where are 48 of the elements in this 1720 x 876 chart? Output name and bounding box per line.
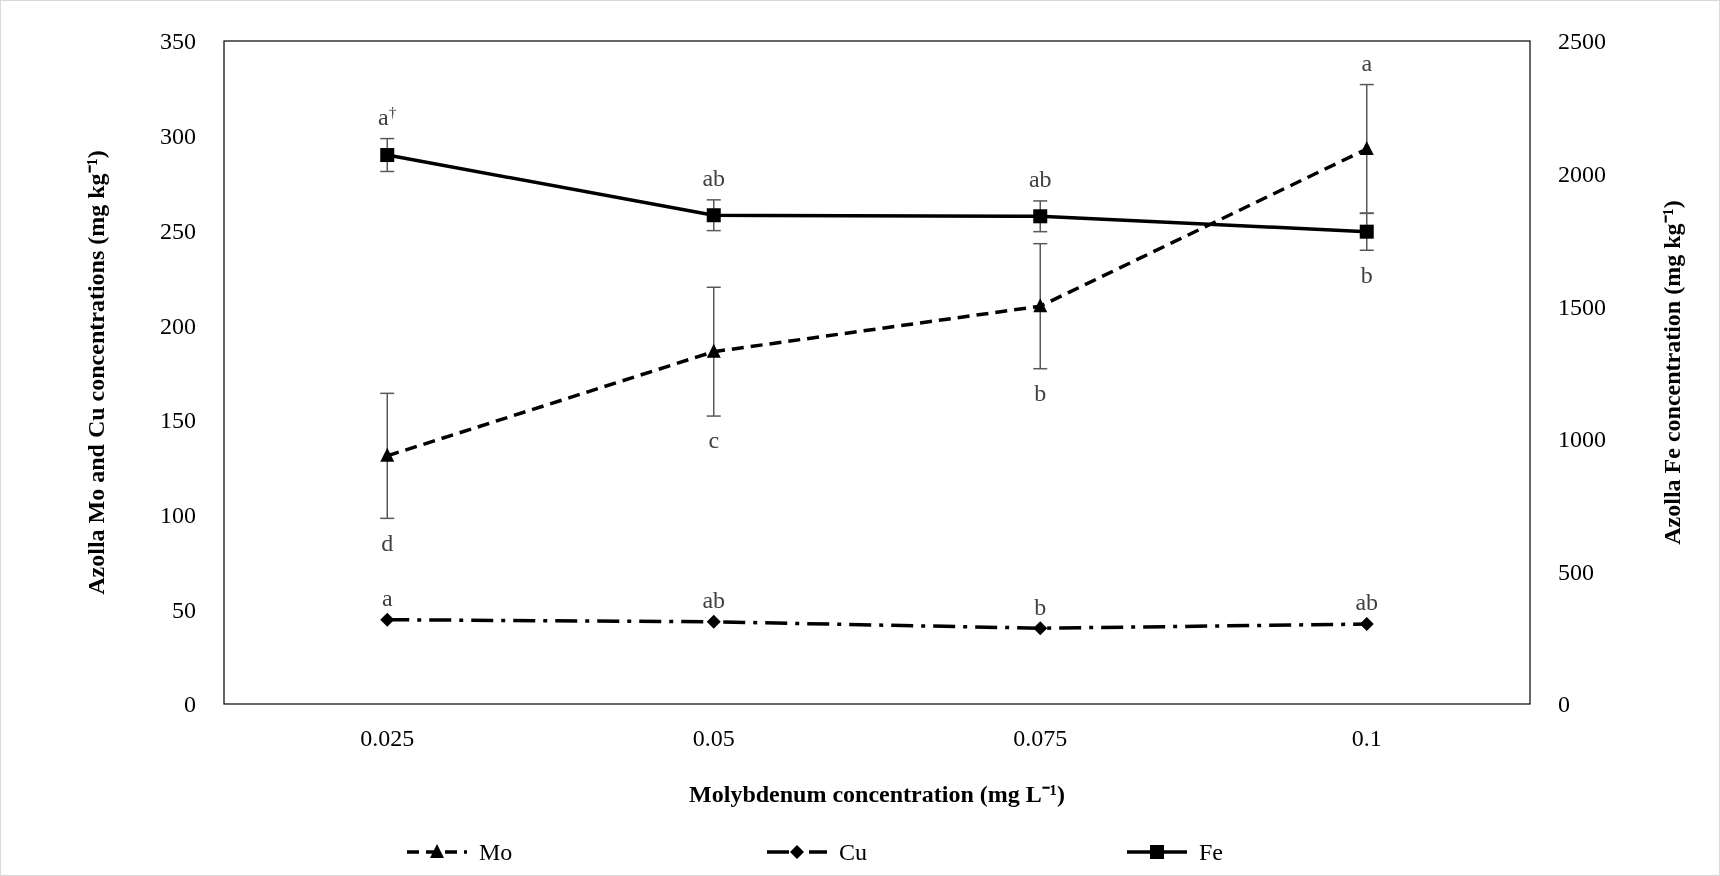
- y2-axis-title: Azolla Fe concentration (mg kg⁻¹): [1659, 200, 1685, 545]
- y-tick-label: 50: [172, 596, 196, 623]
- x-tick-label: 0.025: [360, 725, 415, 751]
- point: [1359, 140, 1374, 155]
- y-tick-label: 300: [160, 123, 196, 150]
- x-tick-label: 0.05: [692, 725, 735, 751]
- point: [1033, 209, 1048, 224]
- point: [380, 148, 395, 163]
- y-tick-label: 250: [160, 217, 196, 244]
- point: [1359, 617, 1374, 632]
- y-tick-label: 0: [184, 691, 196, 718]
- y2-tick-label: 0: [1558, 691, 1570, 718]
- data-label: ab: [1028, 166, 1052, 193]
- point: [1033, 298, 1048, 313]
- data-label: ab: [702, 587, 726, 614]
- data-label: ab: [702, 165, 726, 192]
- data-label: a$^{†}$: [378, 102, 397, 130]
- data-label: c: [708, 427, 720, 454]
- y-tick-label: 150: [160, 407, 196, 434]
- data-label: ab: [1355, 589, 1379, 616]
- data-label: b: [1034, 593, 1047, 620]
- point: [706, 208, 721, 223]
- y-axis-title: Azolla Mo and Cu concentrations (mg kg⁻¹): [83, 150, 109, 595]
- legend-label: Fe: [1199, 839, 1223, 866]
- point: [380, 447, 395, 462]
- y-tick-label: 200: [160, 312, 196, 339]
- point: [380, 612, 395, 627]
- y2-tick-label: 1000: [1558, 426, 1606, 453]
- data-label: b: [1034, 380, 1047, 407]
- point: [706, 343, 721, 358]
- y-tick-label: 100: [160, 501, 196, 528]
- point: [706, 614, 721, 629]
- data-label: d: [381, 529, 394, 556]
- legend-label: Mo: [479, 839, 513, 866]
- data-label: a: [1361, 49, 1373, 76]
- x-axis-title: Molybdenum concentration (mg L⁻¹): [689, 781, 1065, 807]
- y2-tick-label: 2500: [1558, 28, 1606, 55]
- x-tick-label: 0.075: [1013, 725, 1068, 751]
- y-tick-label: 350: [160, 28, 196, 55]
- y2-tick-label: 500: [1558, 558, 1594, 585]
- y2-tick-label: 1500: [1558, 293, 1606, 320]
- y2-tick-label: 2000: [1558, 161, 1606, 187]
- point: [1033, 621, 1048, 636]
- x-tick-label: 0.1: [1351, 725, 1382, 751]
- data-label: b: [1360, 261, 1373, 288]
- legend-label: Cu: [839, 839, 868, 866]
- data-label: a: [381, 585, 393, 612]
- point: [1359, 224, 1374, 239]
